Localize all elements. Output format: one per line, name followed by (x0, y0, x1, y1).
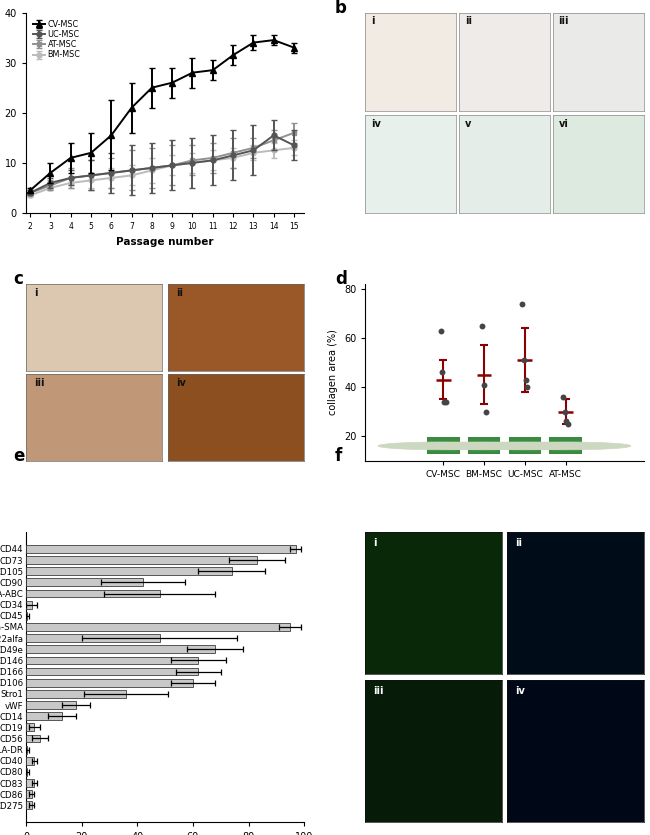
Text: iv: iv (370, 119, 381, 129)
Text: c: c (13, 270, 23, 288)
Text: iii: iii (34, 377, 45, 387)
Bar (26, 701, 76, 709)
Text: i: i (34, 287, 38, 297)
Text: iii: iii (558, 17, 569, 27)
Point (476, 319, 487, 332)
Bar (26, 779, 34, 787)
Text: d: d (335, 270, 346, 288)
Bar (26, 623, 291, 631)
Text: i: i (370, 17, 374, 27)
Circle shape (500, 442, 631, 450)
Point (563, 418, 573, 431)
Bar (26, 679, 193, 686)
Bar (26, 802, 32, 809)
Point (436, 324, 446, 337)
Bar (508, 438, 541, 454)
Legend: CV-MSC, UC-MSC, AT-MSC, BM-MSC: CV-MSC, UC-MSC, AT-MSC, BM-MSC (30, 17, 84, 63)
Text: iv: iv (515, 686, 525, 696)
Bar (468, 438, 500, 454)
Bar (26, 612, 27, 620)
Bar (26, 746, 27, 753)
Bar (26, 712, 62, 720)
Point (517, 297, 528, 311)
Bar (26, 600, 32, 609)
Circle shape (378, 442, 508, 450)
Bar (26, 645, 215, 653)
Bar (26, 567, 232, 575)
Text: ii: ii (176, 287, 183, 297)
Text: iv: iv (176, 377, 186, 387)
Circle shape (460, 442, 590, 450)
X-axis label: Passage number: Passage number (116, 236, 214, 246)
Point (437, 366, 448, 379)
Text: vi: vi (558, 119, 569, 129)
Point (558, 390, 568, 403)
Bar (26, 768, 27, 776)
Text: e: e (13, 447, 25, 465)
Bar (26, 723, 34, 731)
Bar (549, 438, 582, 454)
Text: i: i (374, 538, 377, 548)
Bar (26, 790, 32, 798)
Bar (26, 656, 198, 665)
Point (519, 353, 529, 367)
Point (441, 395, 451, 408)
Point (479, 378, 489, 392)
Point (561, 415, 571, 428)
Bar (26, 735, 40, 742)
Text: v: v (465, 119, 471, 129)
Text: f: f (335, 447, 342, 465)
Bar (26, 579, 143, 586)
Bar (26, 635, 159, 642)
Bar (427, 438, 460, 454)
Text: iii: iii (374, 686, 384, 696)
Point (521, 373, 531, 387)
Text: ii: ii (465, 17, 472, 27)
Bar (26, 690, 126, 698)
Bar (26, 590, 159, 597)
Circle shape (419, 442, 549, 450)
Point (439, 395, 449, 408)
Point (560, 405, 570, 418)
Text: b: b (335, 0, 346, 18)
Point (522, 381, 532, 394)
Bar (26, 556, 257, 564)
Bar (26, 545, 296, 553)
Y-axis label: collagen area (%): collagen area (%) (328, 330, 339, 415)
Text: ii: ii (515, 538, 523, 548)
Point (481, 405, 491, 418)
Bar (26, 757, 34, 765)
Bar (26, 668, 198, 676)
